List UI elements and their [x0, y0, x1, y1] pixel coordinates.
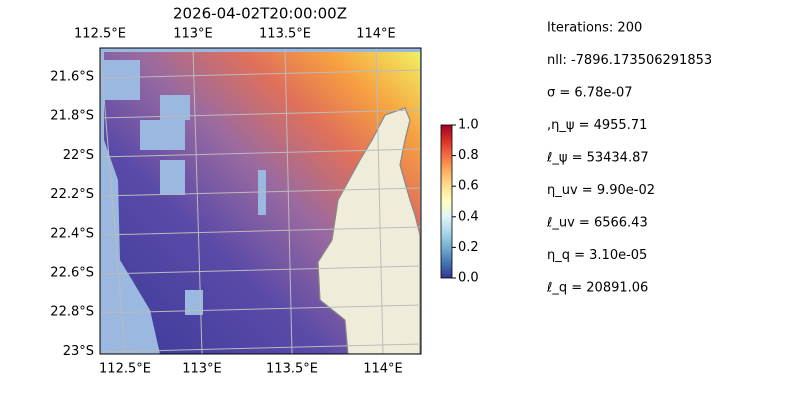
lat-label: 21.6°S: [50, 70, 94, 85]
stat-line: ℓ_q = 20891.06: [546, 281, 648, 296]
lon-label-bottom: 112.5°E: [99, 362, 151, 377]
lat-label: 22.4°S: [50, 226, 94, 241]
stat-line: nll: -7896.173506291853: [547, 53, 712, 68]
map-area: [100, 48, 421, 354]
lon-label-bottom: 114°E: [363, 362, 403, 377]
stat-line: σ = 6.78e-07: [547, 86, 633, 101]
lat-label: 22.2°S: [50, 187, 94, 202]
map-title: 2026-04-02T20:00:00Z: [173, 5, 347, 23]
colorbar-tick-label: 0.4: [458, 209, 479, 224]
lat-label: 23°S: [63, 344, 94, 359]
colorbar: [440, 124, 453, 279]
stat-line: ℓ_uv = 6566.43: [546, 216, 648, 231]
stat-line: ℓ_ψ = 53434.87: [546, 151, 649, 166]
lon-label-top: 114°E: [356, 27, 396, 42]
lon-label-top: 112.5°E: [74, 27, 126, 42]
lat-label: 22.8°S: [50, 305, 94, 320]
colorbar-tick-label: 1.0: [458, 118, 479, 133]
stat-line: η_q = 3.10e-05: [547, 248, 647, 263]
stat-line: ,η_ψ = 4955.71: [547, 118, 647, 133]
stat-line: Iterations: 200: [547, 21, 642, 36]
lon-label-top: 113.5°E: [259, 27, 311, 42]
colorbar-tick-label: 0.6: [458, 179, 479, 194]
lon-label-bottom: 113°E: [182, 362, 222, 377]
map-frame: [99, 47, 422, 355]
lat-label: 22.6°S: [50, 266, 94, 281]
stat-line: η_uv = 9.90e-02: [547, 183, 655, 198]
lat-label: 21.8°S: [50, 109, 94, 124]
colorbar-tick-label: 0.8: [458, 148, 479, 163]
lon-label-bottom: 113.5°E: [266, 362, 318, 377]
lat-label: 22°S: [63, 148, 94, 163]
lon-label-top: 113°E: [173, 27, 213, 42]
colorbar-tick-label: 0.2: [458, 240, 479, 255]
colorbar-tick-label: 0.0: [458, 271, 479, 286]
